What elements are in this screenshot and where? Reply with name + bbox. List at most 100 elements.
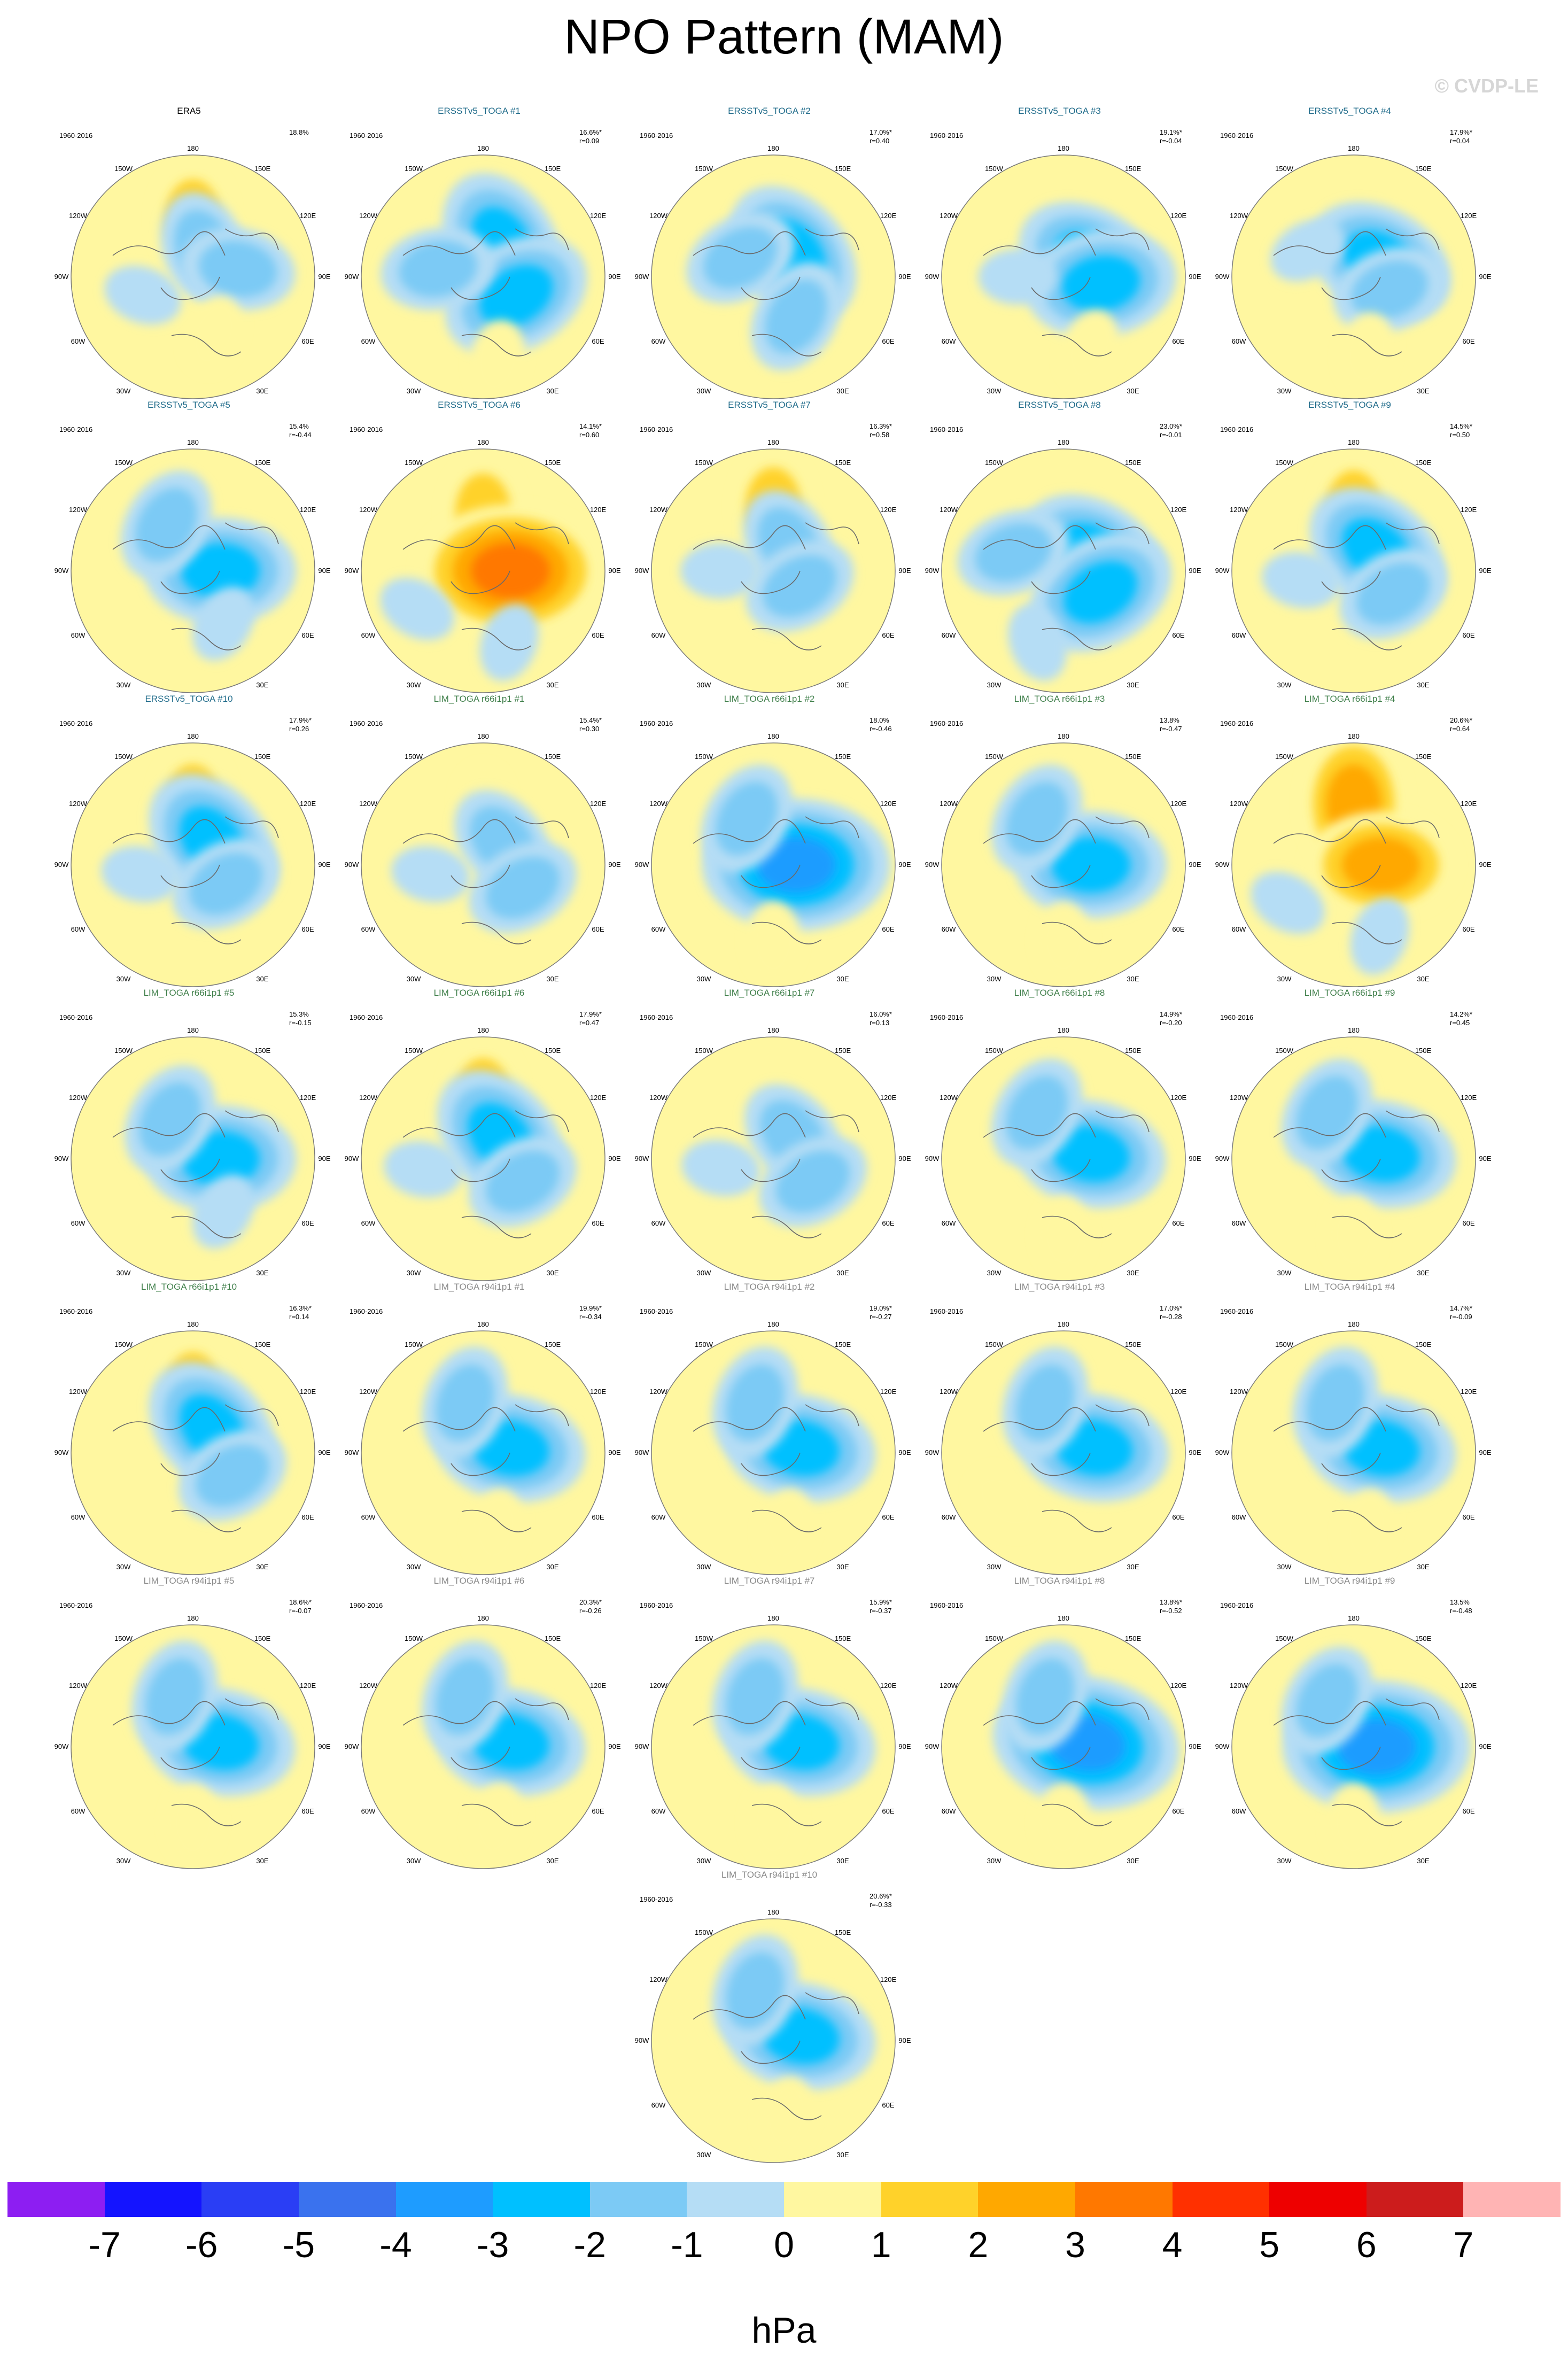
longitude-label: 120W xyxy=(69,1388,88,1396)
low-pressure-contour xyxy=(101,846,180,903)
longitude-label: 0 xyxy=(1352,1285,1355,1286)
longitude-label: 30E xyxy=(546,681,558,689)
longitude-label: 90E xyxy=(318,1742,330,1750)
longitude-label: 150W xyxy=(985,753,1004,761)
panel-pattern-correlation: r=0.58 xyxy=(870,431,890,439)
coastline xyxy=(1332,1215,1402,1238)
polar-map: 180 150W 150E 120W 120E 90W 90E 60W 60E 30W 30E 0 xyxy=(55,438,331,698)
longitude-label: 120W xyxy=(1230,212,1248,220)
map-panel: 180150W150E120W120E90W90E60W60E30W30E0LI… xyxy=(333,1575,625,1874)
longitude-label: 0 xyxy=(771,1873,775,1874)
longitude-label: 30E xyxy=(1417,1563,1429,1571)
low-pressure-contour xyxy=(715,781,778,856)
longitude-label: 150E xyxy=(545,1634,561,1643)
longitude-label: 0 xyxy=(771,403,775,404)
longitude-label: 150E xyxy=(1415,1341,1432,1349)
coastline xyxy=(1095,816,1150,839)
panel-variance-explained: 19.0%* xyxy=(870,1304,892,1312)
longitude-label: 150E xyxy=(254,753,271,761)
longitude-label: 60E xyxy=(592,631,604,639)
coastline xyxy=(515,816,569,839)
longitude-label: 30W xyxy=(117,681,131,689)
coastline xyxy=(1385,816,1440,839)
map-boundary xyxy=(941,1330,1186,1575)
colorbar-tick-label: 0 xyxy=(774,2225,794,2265)
panel-variance-explained: 18.8% xyxy=(289,128,309,136)
panel-years: 1960-2016 xyxy=(640,131,673,140)
panel-title: LIM_TOGA r94i1p1 #7 xyxy=(724,1576,815,1586)
map-boundary xyxy=(71,1330,315,1575)
longitude-label: 180 xyxy=(187,732,199,740)
colorbar-tick-label: 5 xyxy=(1259,2225,1280,2265)
longitude-label: 30E xyxy=(1127,1269,1139,1277)
low-pressure-contour xyxy=(485,856,560,919)
longitude-label: 120E xyxy=(880,1094,897,1102)
coastline xyxy=(1332,921,1402,944)
polar-map: 180 150W 150E 120W 120E 90W 90E 60W 60E 30W 30E 0 xyxy=(345,732,621,992)
longitude-label: 30W xyxy=(987,1857,1002,1865)
panel-pattern-correlation: r=-0.27 xyxy=(870,1313,892,1321)
longitude-label: 150E xyxy=(545,753,561,761)
longitude-label: 30E xyxy=(836,975,849,983)
colorbar-swatch xyxy=(1366,2182,1464,2217)
longitude-label: 90W xyxy=(635,273,649,281)
polar-map: 180 150W 150E 120W 120E 90W 90E 60W 60E 30W 30E 0 xyxy=(925,1026,1201,1286)
longitude-label: 150E xyxy=(1415,165,1432,173)
longitude-label: 60E xyxy=(882,2101,894,2109)
coastline xyxy=(1321,276,1381,300)
longitude-label: 150W xyxy=(695,459,713,467)
coastline xyxy=(451,864,510,888)
longitude-label: 90E xyxy=(1479,861,1491,869)
coastline xyxy=(751,921,822,944)
colorbar-swatch xyxy=(881,2182,979,2217)
longitude-label: 0 xyxy=(481,1873,485,1874)
coastline xyxy=(1031,1158,1091,1182)
map-panel: 180 150W 150E 120W 120E 90W 90E 60W 60E 30W 30E 0 ER… xyxy=(43,105,335,404)
low-pressure-contour xyxy=(135,487,198,562)
longitude-label: 150E xyxy=(835,753,851,761)
longitude-label: 0 xyxy=(771,991,775,992)
coastline xyxy=(1385,1698,1440,1721)
panel-pattern-correlation: r=-0.28 xyxy=(1160,1313,1182,1321)
longitude-label: 30E xyxy=(836,1563,849,1571)
coastline xyxy=(160,276,220,300)
longitude-label: 60E xyxy=(882,337,894,345)
longitude-label: 30W xyxy=(1277,387,1292,395)
longitude-label: 150E xyxy=(835,1928,851,1936)
coastline xyxy=(751,334,822,357)
coastline xyxy=(1042,1215,1112,1238)
longitude-label: 120W xyxy=(940,506,958,514)
longitude-label: 150W xyxy=(1275,459,1294,467)
colorbar-swatch xyxy=(1463,2182,1561,2217)
coastline xyxy=(515,228,569,251)
longitude-label: 60W xyxy=(71,337,86,345)
panel-pattern-correlation: r=-0.09 xyxy=(1450,1313,1472,1321)
longitude-label: 30E xyxy=(546,1857,558,1865)
coastline xyxy=(1042,334,1112,357)
longitude-label: 150W xyxy=(985,1341,1004,1349)
longitude-label: 60W xyxy=(71,1807,86,1815)
longitude-label: 30W xyxy=(697,975,711,983)
panel-pattern-correlation: r=0.40 xyxy=(870,137,890,145)
longitude-label: 60E xyxy=(1462,337,1474,345)
panel-pattern-correlation: r=-0.15 xyxy=(289,1019,312,1027)
longitude-label: 90E xyxy=(608,567,620,575)
map-panel: 180150W150E120W120E90W90E60W60E30W30E0LI… xyxy=(43,1575,335,1874)
map-boundary xyxy=(941,448,1186,693)
longitude-label: 90W xyxy=(55,1448,69,1456)
colorbar-swatch xyxy=(1075,2182,1173,2217)
longitude-label: 120E xyxy=(1461,212,1477,220)
panel-title: LIM_TOGA r66i1p1 #9 xyxy=(1304,988,1395,998)
longitude-label: 60E xyxy=(1462,1219,1474,1227)
longitude-label: 90E xyxy=(898,567,911,575)
map-boundary xyxy=(1231,742,1476,987)
longitude-label: 90W xyxy=(55,1155,69,1163)
colorbar-tick-label: 4 xyxy=(1162,2225,1183,2265)
polar-map: 180 150W 150E 120W 120E 90W 90E 60W 60E 30W 30E 0 xyxy=(635,144,911,404)
longitude-label: 180 xyxy=(1058,732,1069,740)
longitude-label: 90W xyxy=(345,1448,359,1456)
low-pressure-contour xyxy=(192,1174,255,1249)
coastline xyxy=(1321,570,1381,594)
longitude-label: 90E xyxy=(318,1448,330,1456)
longitude-label: 120E xyxy=(880,1975,897,1984)
